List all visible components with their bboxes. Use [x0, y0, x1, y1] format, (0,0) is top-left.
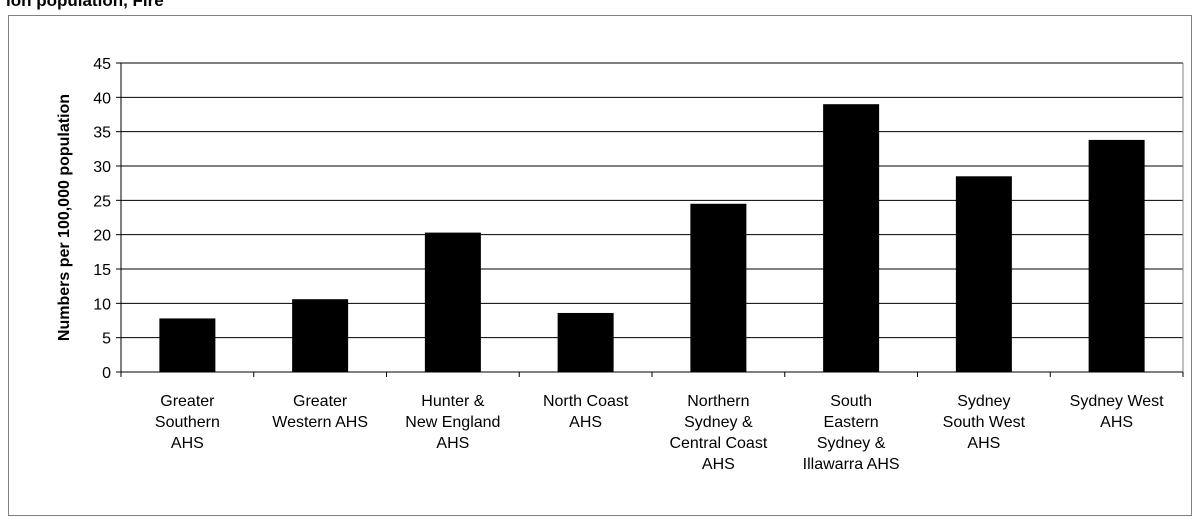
y-tick-label: 5	[102, 331, 111, 348]
x-category-label-line: Sydney West	[1070, 393, 1165, 410]
bar	[557, 312, 614, 372]
x-category-label: Greater Western AHS	[272, 393, 368, 431]
x-category-label: North Coast AHS	[543, 393, 629, 431]
y-tick-label: 30	[93, 159, 111, 176]
x-category-label-line: AHS	[1100, 414, 1133, 431]
x-category-label-line: Sydney	[957, 393, 1010, 410]
x-category-label-line: Eastern	[824, 414, 879, 431]
bar	[1088, 139, 1145, 372]
y-tick-label: 35	[93, 125, 111, 142]
bar	[292, 299, 349, 372]
x-category-label: Sydney West AHS	[1070, 393, 1165, 431]
y-tick-label: 25	[93, 193, 111, 210]
chart-frame: 0 5 10 15 20 25 30 35 40 45 Numbers per 100,000 po…	[8, 15, 1192, 516]
x-category-label: Northern Sydney & Central Coast AHS	[669, 393, 767, 473]
bar	[823, 104, 880, 372]
x-category-label: South Eastern Sydney & Illawarra AHS	[803, 393, 900, 473]
x-category-label-line: South West	[943, 414, 1026, 431]
y-tick-label: 10	[93, 296, 111, 313]
y-tick-label: 15	[93, 262, 111, 279]
x-category-label-line: Hunter &	[421, 393, 484, 410]
x-category-label: Greater Southern AHS	[155, 393, 220, 452]
y-axis-title: Numbers per 100,000 population	[56, 94, 73, 341]
x-category-label-line: AHS	[569, 414, 602, 431]
x-category-label: Hunter & New England AHS	[405, 393, 500, 452]
bar-chart: 0 5 10 15 20 25 30 35 40 45 Numbers per 100,000 po…	[56, 56, 1184, 473]
y-tick-label: 20	[93, 228, 111, 245]
chart-caption: ion population, Fire	[6, 0, 164, 10]
x-category-label-line: Southern	[155, 414, 220, 431]
x-category-label-line: AHS	[436, 435, 469, 452]
x-category-label: Sydney South West AHS	[943, 393, 1026, 452]
y-tick-label: 45	[93, 56, 111, 73]
x-category-label-line: Sydney &	[684, 414, 753, 431]
x-category-label-line: Greater	[293, 393, 348, 410]
x-category-label-line: New England	[405, 414, 500, 431]
x-category-label-line: AHS	[171, 435, 204, 452]
x-category-label-line: Greater	[160, 393, 215, 410]
x-category-label-line: AHS	[967, 435, 1000, 452]
y-tick-label: 40	[93, 90, 111, 107]
x-category-label-line: AHS	[702, 456, 735, 473]
y-tick-label: 0	[102, 365, 111, 382]
x-category-label-line: Illawarra AHS	[803, 456, 900, 473]
x-category-label-line: Western AHS	[272, 414, 368, 431]
x-category-label-line: South	[830, 393, 872, 410]
bar	[955, 176, 1012, 372]
x-category-label-line: Sydney &	[817, 435, 886, 452]
bar	[159, 318, 216, 372]
x-category-label-line: Northern	[687, 393, 749, 410]
bar	[424, 232, 481, 372]
x-category-label-line: North Coast	[543, 393, 629, 410]
x-category-label-line: Central Coast	[669, 435, 767, 452]
bar	[690, 203, 747, 372]
